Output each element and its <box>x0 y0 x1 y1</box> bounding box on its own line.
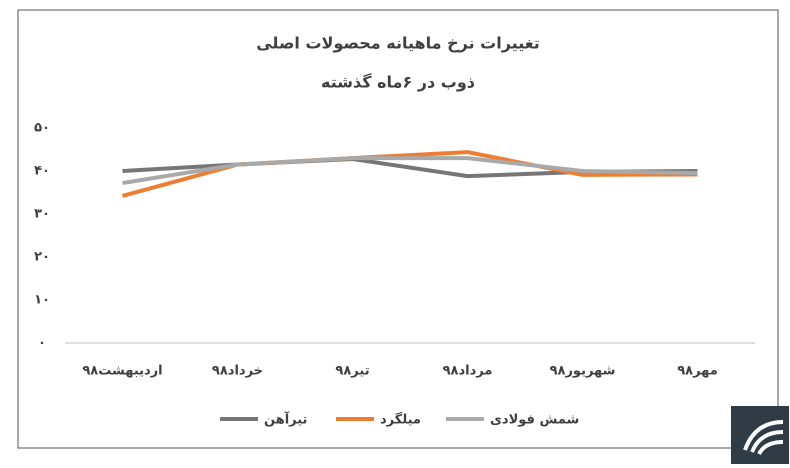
legend-label: میلگرد <box>380 412 421 428</box>
x-tick-label: شهریور۹۸ <box>550 364 616 379</box>
x-tick-label: تیر۹۸ <box>335 364 369 379</box>
logo-box <box>731 406 789 464</box>
x-tick-label: مرداد۹۸ <box>443 364 493 379</box>
series-line <box>122 156 698 186</box>
y-tick-label: ۵۰ <box>34 121 50 136</box>
y-tick-label: ۰ <box>38 336 46 351</box>
y-tick-label: ۴۰ <box>34 164 50 179</box>
x-tick-label: مهر۹۸ <box>677 364 718 379</box>
x-tick-label: خرداد۹۸ <box>212 364 263 379</box>
legend-label: تیرآهن <box>264 411 307 428</box>
y-tick-label: ۳۰ <box>34 207 50 222</box>
legend-label: شمش فولادی <box>490 413 579 428</box>
x-tick-label: اردیبهشت۹۸ <box>82 364 162 379</box>
chart-subtitle: ذوب در ۶ماه گذشته <box>321 73 475 92</box>
chart-frame <box>17 9 779 449</box>
logo <box>731 406 789 464</box>
series-line <box>121 150 698 198</box>
logo-mark <box>743 420 784 456</box>
chart-title: تغییرات نرخ ماهیانه محصولات اصلی <box>256 34 540 53</box>
y-tick-label: ۲۰ <box>34 250 50 265</box>
y-tick-label: ۱۰ <box>34 293 50 308</box>
